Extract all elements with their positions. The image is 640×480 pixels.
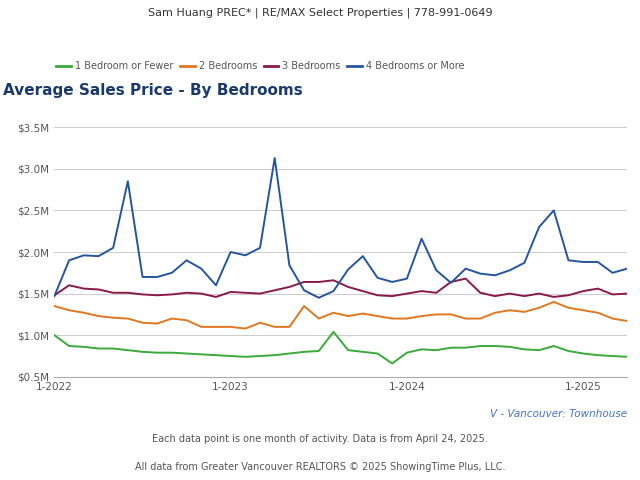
Legend: 1 Bedroom or Fewer, 2 Bedrooms, 3 Bedrooms, 4 Bedrooms or More: 1 Bedroom or Fewer, 2 Bedrooms, 3 Bedroo… [56,61,464,71]
Text: Each data point is one month of activity. Data is from April 24, 2025.: Each data point is one month of activity… [152,434,488,444]
Text: Average Sales Price - By Bedrooms: Average Sales Price - By Bedrooms [3,84,303,98]
Text: Sam Huang PREC* | RE/MAX Select Properties | 778-991-0649: Sam Huang PREC* | RE/MAX Select Properti… [148,8,492,18]
Text: V - Vancouver: Townhouse: V - Vancouver: Townhouse [490,409,627,419]
Text: All data from Greater Vancouver REALTORS © 2025 ShowingTime Plus, LLC.: All data from Greater Vancouver REALTORS… [135,462,505,472]
